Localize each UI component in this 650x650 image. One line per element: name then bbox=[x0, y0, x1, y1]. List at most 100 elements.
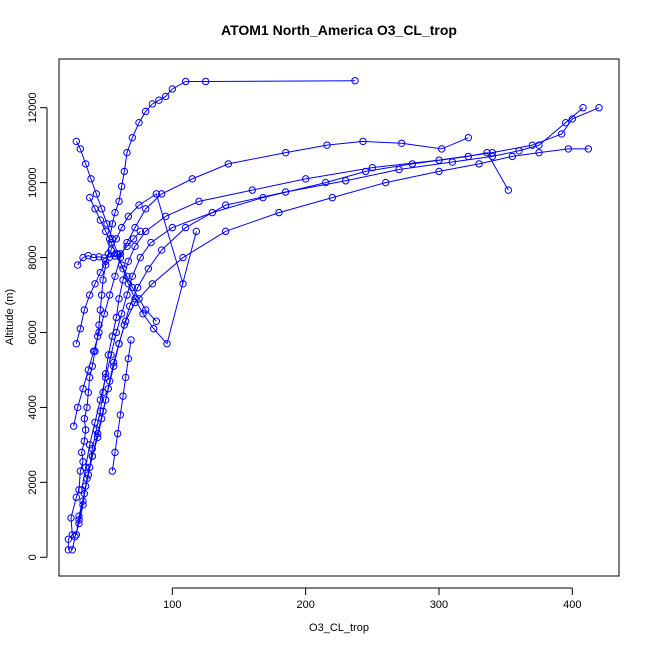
series-6 bbox=[72, 190, 187, 348]
data-point bbox=[104, 384, 113, 393]
data-point bbox=[107, 238, 115, 247]
data-point bbox=[129, 235, 138, 243]
data-point bbox=[116, 250, 125, 258]
data-point bbox=[368, 163, 377, 172]
x-axis: 100 200 300 400 bbox=[163, 587, 582, 611]
series-8 bbox=[72, 137, 201, 348]
data-point bbox=[84, 251, 93, 260]
y-axis: 0 2000 4000 6000 8000 10000 12000 bbox=[27, 92, 48, 560]
data-point bbox=[148, 100, 157, 108]
data-point bbox=[181, 77, 190, 86]
data-point bbox=[561, 118, 570, 127]
data-point bbox=[124, 280, 133, 288]
data-point bbox=[75, 519, 83, 528]
data-point bbox=[381, 178, 390, 187]
data-point bbox=[105, 291, 114, 299]
data-point bbox=[117, 223, 126, 232]
data-point bbox=[161, 92, 170, 101]
data-point bbox=[121, 373, 130, 382]
series-line bbox=[78, 148, 589, 520]
series-line bbox=[67, 80, 356, 550]
data-point bbox=[115, 295, 123, 303]
data-point bbox=[123, 242, 131, 251]
data-point bbox=[437, 145, 446, 153]
data-point bbox=[96, 216, 105, 224]
data-point bbox=[80, 437, 89, 445]
data-point bbox=[77, 448, 86, 457]
data-point bbox=[91, 418, 99, 427]
data-point bbox=[351, 77, 359, 85]
data-point bbox=[103, 220, 111, 228]
data-point bbox=[141, 205, 150, 213]
data-point bbox=[101, 227, 110, 236]
series-line bbox=[77, 230, 141, 266]
data-point bbox=[84, 366, 93, 374]
data-point bbox=[124, 355, 133, 363]
data-point bbox=[111, 208, 119, 217]
plot-box bbox=[58, 58, 620, 577]
data-point bbox=[111, 272, 119, 280]
data-point bbox=[128, 133, 137, 142]
data-point bbox=[323, 141, 331, 149]
data-point bbox=[475, 160, 483, 168]
data-point bbox=[128, 272, 137, 280]
data-point bbox=[79, 497, 87, 505]
data-point bbox=[89, 253, 98, 262]
data-point bbox=[91, 205, 99, 213]
data-point bbox=[464, 152, 473, 161]
series-0 bbox=[64, 77, 359, 554]
data-point bbox=[128, 283, 137, 292]
data-point bbox=[80, 414, 89, 423]
data-point bbox=[564, 145, 573, 153]
y-tick-label: 2000 bbox=[27, 470, 39, 494]
data-point bbox=[85, 193, 94, 202]
data-point bbox=[67, 514, 75, 522]
data-point bbox=[328, 193, 337, 202]
data-layer bbox=[64, 77, 603, 554]
data-point bbox=[464, 133, 473, 142]
data-point bbox=[595, 104, 603, 112]
data-point bbox=[87, 175, 95, 183]
data-point bbox=[104, 351, 113, 359]
data-point bbox=[568, 115, 577, 123]
data-point bbox=[115, 340, 123, 348]
data-point bbox=[112, 250, 121, 258]
data-point bbox=[123, 148, 131, 157]
data-point bbox=[112, 235, 121, 243]
data-point bbox=[281, 188, 290, 196]
data-point bbox=[152, 317, 161, 325]
data-point bbox=[508, 152, 517, 161]
data-point bbox=[259, 193, 267, 202]
series-3 bbox=[75, 145, 593, 524]
data-point bbox=[435, 167, 443, 176]
data-point bbox=[117, 261, 126, 269]
x-axis-label: O3_CL_trop bbox=[309, 622, 369, 634]
data-point bbox=[79, 384, 87, 393]
data-point bbox=[76, 325, 85, 333]
series-line bbox=[81, 152, 509, 490]
series-7 bbox=[73, 227, 145, 269]
series-line bbox=[71, 107, 600, 550]
data-point bbox=[123, 272, 131, 280]
data-point bbox=[136, 227, 145, 236]
data-point bbox=[120, 167, 129, 176]
data-point bbox=[141, 107, 150, 116]
data-point bbox=[221, 227, 230, 236]
x-tick-label: 200 bbox=[296, 599, 314, 611]
series-line bbox=[75, 141, 197, 345]
data-point bbox=[120, 321, 129, 329]
data-point bbox=[72, 531, 81, 539]
data-point bbox=[152, 190, 161, 198]
data-point bbox=[119, 276, 127, 284]
data-point bbox=[64, 546, 73, 554]
data-point bbox=[95, 321, 103, 329]
data-point bbox=[89, 347, 98, 355]
data-point bbox=[179, 253, 187, 262]
data-point bbox=[131, 295, 139, 303]
y-tick-label: 4000 bbox=[27, 395, 39, 419]
x-tick-label: 100 bbox=[163, 599, 181, 611]
data-point bbox=[100, 254, 109, 262]
data-point bbox=[75, 486, 83, 494]
series-line bbox=[75, 193, 184, 344]
data-point bbox=[99, 407, 107, 415]
